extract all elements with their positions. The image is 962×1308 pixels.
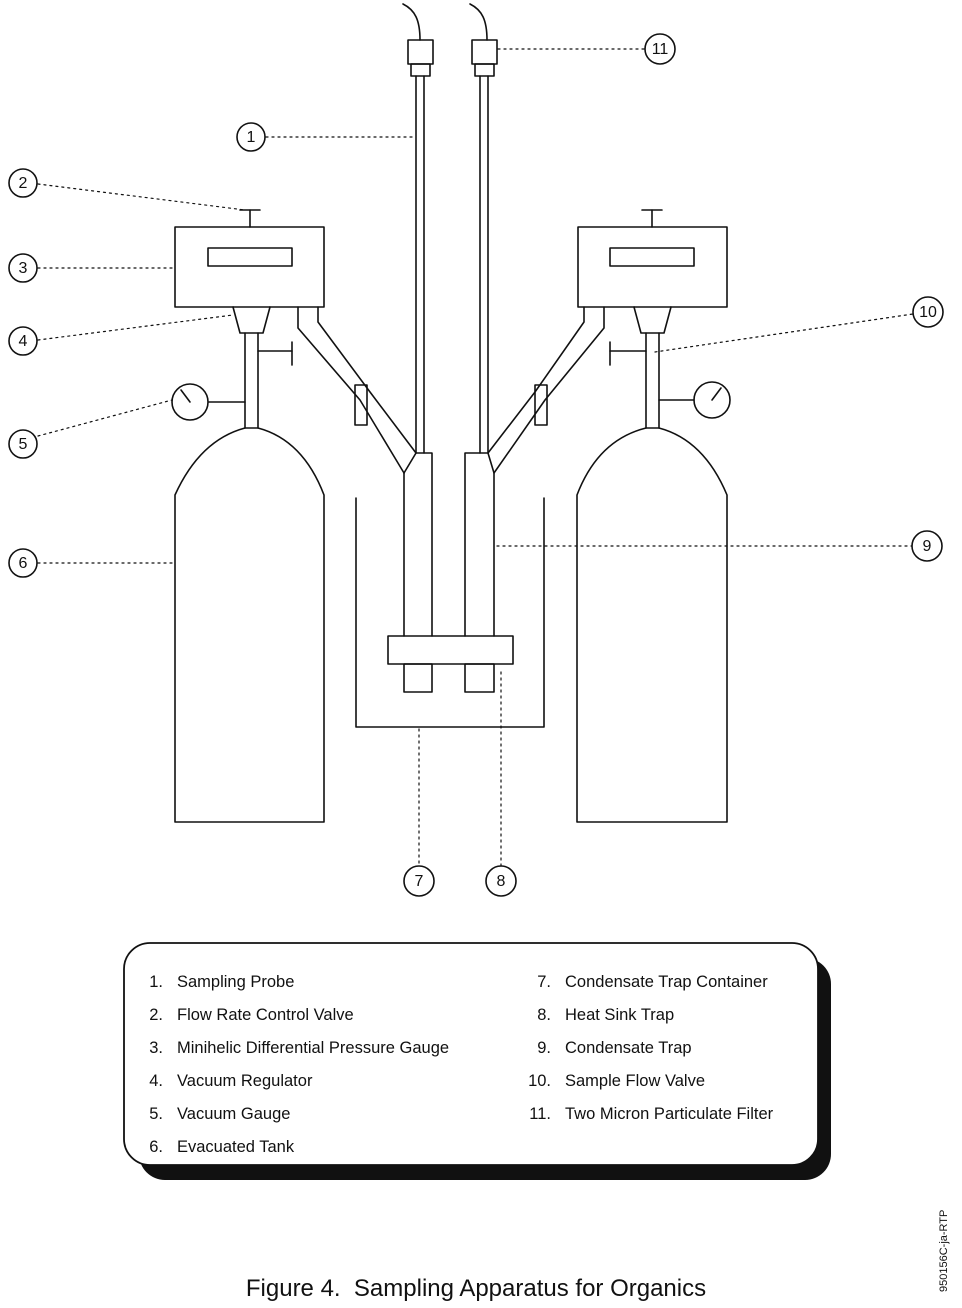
right-tank-neck bbox=[609, 332, 695, 429]
right-differential-pressure-gauge bbox=[577, 226, 728, 308]
right-cable bbox=[469, 3, 488, 41]
legend-item: Heat Sink Trap bbox=[565, 1006, 674, 1024]
figure-caption: Figure 4. Sampling Apparatus for Organic… bbox=[246, 1275, 706, 1302]
left-tank-neck bbox=[208, 332, 293, 429]
legend-left-column: 1. Sampling Probe 2. Flow Rate Control V… bbox=[149, 973, 449, 1156]
legend-item: Sample Flow Valve bbox=[565, 1072, 705, 1090]
callout-3: 3 bbox=[8, 253, 38, 283]
callout-2: 2 bbox=[8, 168, 38, 198]
callout-5: 5 bbox=[8, 429, 38, 459]
legend-item: Condensate Trap bbox=[565, 1039, 692, 1057]
right-connecting-hose bbox=[487, 306, 605, 474]
legend-item: Condensate Trap Container bbox=[565, 973, 768, 991]
callout-10: 10 bbox=[912, 296, 944, 328]
legend-item: Vacuum Gauge bbox=[177, 1105, 290, 1123]
svg-text:2: 2 bbox=[19, 175, 28, 192]
callout-11: 11 bbox=[644, 33, 676, 65]
right-condensate-trap bbox=[464, 452, 495, 693]
legend-item: Vacuum Regulator bbox=[177, 1072, 313, 1090]
legend-item: Two Micron Particulate Filter bbox=[565, 1105, 774, 1123]
legend-num: 3. bbox=[149, 1039, 163, 1057]
legend-num: 8. bbox=[537, 1006, 551, 1024]
right-sampling-probe bbox=[479, 75, 489, 454]
right-flow-rate-control-valve bbox=[641, 209, 663, 228]
legend-num: 4. bbox=[149, 1072, 163, 1090]
legend-item: Evacuated Tank bbox=[177, 1138, 295, 1156]
heat-sink-trap bbox=[387, 635, 514, 665]
svg-text:8: 8 bbox=[497, 873, 506, 890]
left-vacuum-regulator bbox=[232, 306, 271, 334]
svg-text:9: 9 bbox=[923, 538, 932, 555]
legend-num: 5. bbox=[149, 1105, 163, 1123]
right-vacuum-gauge bbox=[693, 381, 731, 419]
svg-text:6: 6 bbox=[19, 555, 28, 572]
leader-lines bbox=[37, 48, 914, 867]
legend-num: 9. bbox=[537, 1039, 551, 1057]
left-connecting-hose bbox=[297, 306, 417, 474]
legend-item: Minihelic Differential Pressure Gauge bbox=[177, 1039, 449, 1057]
svg-text:4: 4 bbox=[19, 333, 28, 350]
legend-num: 2. bbox=[149, 1006, 163, 1024]
svg-text:3: 3 bbox=[19, 260, 28, 277]
legend-num: 1. bbox=[149, 973, 163, 991]
legend-num: 6. bbox=[149, 1138, 163, 1156]
right-particulate-filter bbox=[471, 39, 498, 77]
document-code: 950156C-ja-RTP bbox=[938, 1210, 950, 1292]
callout-1: 1 bbox=[236, 122, 266, 152]
condensate-trap-container bbox=[355, 497, 545, 728]
legend-item: Sampling Probe bbox=[177, 973, 294, 991]
callout-8: 8 bbox=[485, 865, 517, 897]
svg-text:1: 1 bbox=[247, 129, 256, 146]
callout-6: 6 bbox=[8, 548, 38, 578]
left-vacuum-gauge bbox=[171, 383, 209, 421]
right-vacuum-regulator bbox=[633, 306, 672, 334]
svg-text:7: 7 bbox=[415, 873, 424, 890]
svg-text:5: 5 bbox=[19, 436, 28, 453]
legend-num: 10. bbox=[528, 1072, 551, 1090]
left-cable bbox=[402, 3, 421, 41]
left-particulate-filter bbox=[407, 39, 434, 77]
left-flow-rate-control-valve bbox=[239, 209, 261, 228]
left-evacuated-tank bbox=[174, 427, 325, 823]
left-sampling-probe bbox=[415, 75, 425, 454]
legend-right-column: 7. Condensate Trap Container 8. Heat Sin… bbox=[528, 973, 774, 1123]
callout-9: 9 bbox=[911, 530, 943, 562]
left-condensate-trap bbox=[403, 452, 433, 693]
right-evacuated-tank bbox=[576, 427, 728, 823]
legend-box: 1. Sampling Probe 2. Flow Rate Control V… bbox=[123, 942, 831, 1180]
legend-item: Flow Rate Control Valve bbox=[177, 1006, 354, 1024]
svg-text:10: 10 bbox=[919, 304, 937, 321]
legend-num: 7. bbox=[537, 973, 551, 991]
callout-7: 7 bbox=[403, 865, 435, 897]
callout-4: 4 bbox=[8, 326, 38, 356]
legend-num: 11. bbox=[529, 1105, 551, 1123]
callout-markers: 1 2 3 4 5 6 7 8 bbox=[8, 33, 944, 897]
legend-panel bbox=[123, 942, 819, 1166]
svg-text:11: 11 bbox=[652, 41, 669, 58]
left-differential-pressure-gauge bbox=[174, 226, 325, 308]
